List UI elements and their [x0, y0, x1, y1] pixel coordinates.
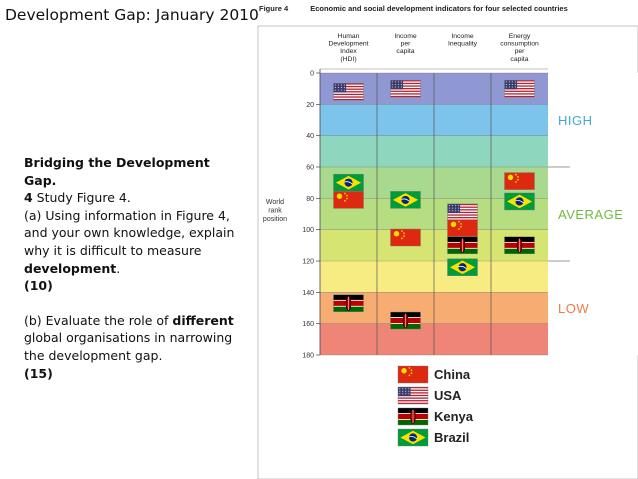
figure-header: Figure 4 Economic and social development …	[259, 4, 568, 13]
flag-kenya-inequality	[447, 236, 478, 255]
part-b-rest: global organisations in narrowing the de…	[24, 330, 233, 363]
legend-label-china: China	[434, 367, 471, 382]
flag-kenya-hdi	[333, 294, 364, 312]
flag-china-energy	[504, 172, 535, 190]
legend-label-kenya: Kenya	[434, 409, 474, 424]
flag-brazil-energy	[504, 192, 535, 211]
zone-label-low: LOW	[558, 301, 589, 316]
flag-china-hdi	[333, 191, 364, 209]
zone-strip-low	[548, 261, 638, 355]
part-a-marks: (10)	[24, 278, 53, 294]
question-number: 4	[24, 190, 33, 206]
legend-flag-china	[397, 365, 429, 384]
flag-kenya-income	[390, 311, 421, 330]
flag-brazil-income	[390, 191, 421, 209]
column-header-hdi: Human Development Index (HDI)	[328, 33, 368, 63]
part-b-marks: (15)	[24, 365, 53, 381]
y-tick-label-20: 20	[306, 102, 314, 109]
y-tick-label-160: 160	[302, 321, 314, 328]
question-panel: Bridging the Development Gap. 4 Study Fi…	[24, 154, 239, 382]
question-heading: Bridging the Development Gap.	[24, 155, 210, 188]
flag-brazil-inequality	[447, 258, 478, 276]
question-part-a: 4 Study Figure 4. (a) Using information i…	[24, 189, 239, 277]
flag-usa-income	[390, 79, 421, 98]
flag-usa-energy	[504, 79, 535, 98]
figure-title: Economic and social development indicato…	[310, 4, 568, 13]
flag-china-income	[390, 228, 421, 247]
part-a-emphasis: development	[24, 260, 117, 276]
flag-kenya-energy	[504, 236, 535, 255]
zone-label-average: AVERAGE	[558, 207, 623, 222]
y-tick-label-180: 180	[302, 353, 314, 360]
legend-flag-kenya	[397, 407, 429, 426]
column-header-inequality: Income Inequality	[448, 33, 478, 48]
legend-flag-usa	[397, 386, 429, 405]
zone-strip-average	[548, 167, 638, 261]
y-tick-label-120: 120	[302, 259, 314, 266]
part-b-text: (b) Evaluate the role of	[24, 312, 173, 328]
legend-label-usa: USA	[434, 388, 462, 403]
y-tick-label-0: 0	[310, 71, 314, 78]
y-tick-label-40: 40	[306, 133, 314, 140]
flag-usa-hdi	[333, 83, 364, 101]
y-tick-label-140: 140	[302, 290, 314, 297]
y-tick-label-80: 80	[306, 196, 314, 203]
figure-number: Figure 4	[259, 4, 289, 13]
y-tick-label-100: 100	[302, 227, 314, 234]
question-part-b: (b) Evaluate the role of different globa…	[24, 312, 239, 365]
part-a-end: .	[116, 260, 121, 276]
part-b-emphasis: different	[172, 312, 234, 328]
flag-brazil-hdi	[333, 173, 364, 192]
page-title: Development Gap: January 2010	[5, 6, 259, 24]
legend-label-brazil: Brazil	[434, 430, 469, 445]
zone-label-high: HIGH	[558, 113, 593, 128]
y-tick-label-60: 60	[306, 165, 314, 172]
part-a-text: (a) Using information in Figure 4, and y…	[24, 207, 235, 258]
question-intro: Study Figure 4.	[32, 190, 131, 206]
legend-flag-brazil	[397, 428, 429, 447]
column-header-energy: Energy consumption per capita	[500, 33, 539, 63]
zone-strip-high	[548, 73, 638, 167]
y-axis-label: World rank position	[263, 199, 287, 223]
flag-usa-inequality	[447, 203, 478, 222]
flag-china-inequality	[447, 219, 478, 237]
column-header-income: Income per capita	[394, 33, 417, 55]
